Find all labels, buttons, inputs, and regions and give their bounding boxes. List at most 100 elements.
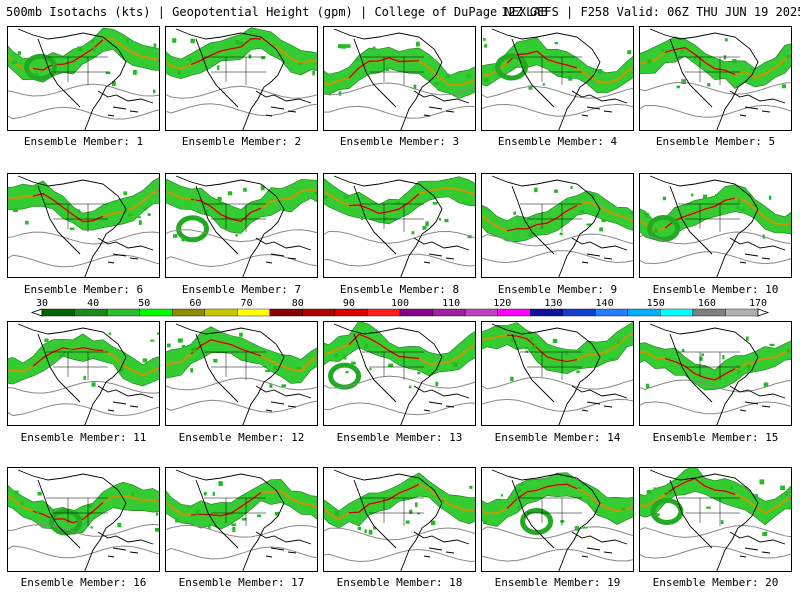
colorbar-segment [595, 308, 629, 317]
islands [739, 106, 771, 117]
height-contour [324, 230, 475, 244]
jet-max [348, 333, 420, 360]
isotach-colorbar: 30 40 50 60 70 80 90 100 110 120 130 140 150 160 170 [30, 298, 770, 317]
map-svg [324, 175, 475, 277]
islands [423, 106, 455, 117]
islands [581, 253, 613, 264]
map-svg [166, 175, 317, 277]
coastline [649, 469, 786, 571]
height-contour [482, 548, 633, 562]
jet-stream-band [324, 322, 475, 377]
ensemble-member-label: Ensemble Member: 6 [23, 283, 144, 296]
height-contour [8, 254, 159, 268]
ensemble-map-panel [639, 26, 792, 131]
colorbar-segment [562, 308, 596, 317]
ensemble-map-panel [7, 467, 160, 572]
political-borders [362, 56, 424, 85]
height-contour [640, 545, 791, 559]
map-svg [324, 28, 475, 130]
colorbar-segment [139, 308, 173, 317]
islands [107, 253, 139, 264]
colorbar-segment [497, 308, 531, 317]
coastline [175, 323, 312, 425]
map-svg [640, 468, 791, 571]
colorbar-segment [106, 308, 140, 317]
colorbar-segment [725, 308, 759, 317]
ensemble-member-label: Ensemble Member: 7 [181, 283, 302, 296]
height-contour [640, 525, 791, 538]
coastline [175, 469, 312, 571]
political-borders [678, 497, 740, 526]
height-contour [324, 105, 475, 119]
colorbar-segment [237, 308, 271, 317]
height-contour [8, 545, 159, 559]
map-svg [324, 469, 475, 571]
ensemble-member-label: Ensemble Member: 9 [497, 283, 618, 296]
islands [265, 401, 297, 412]
height-contour [482, 233, 633, 247]
height-contour [166, 524, 317, 538]
coastline [175, 28, 312, 130]
coastline [649, 323, 786, 425]
height-contour [8, 403, 159, 417]
political-borders [204, 203, 266, 232]
colorbar-segment [432, 308, 466, 317]
map-svg [482, 28, 633, 130]
height-contour [482, 85, 633, 99]
jet-max [32, 347, 104, 367]
colorbar-tick-label: 90 [343, 298, 355, 309]
coastline [491, 175, 628, 277]
jet-stream-band [324, 472, 475, 529]
ensemble-member-label: Ensemble Member: 13 [336, 431, 463, 444]
islands [739, 401, 771, 412]
jet-stream-band [640, 340, 791, 391]
coastline [17, 175, 154, 277]
colorbar-segment [41, 308, 75, 317]
colorbar-segment [627, 308, 661, 317]
ensemble-member-label: Ensemble Member: 20 [652, 576, 779, 589]
height-contour [482, 376, 633, 390]
ensemble-map-panel [481, 467, 634, 572]
ensemble-map-panel [165, 173, 318, 278]
height-contour [324, 375, 475, 389]
ensemble-member-label: Ensemble Member: 11 [20, 431, 147, 444]
coastline [17, 323, 154, 425]
ensemble-map-panel [165, 467, 318, 572]
colorbar-tick-label: 30 [36, 298, 48, 309]
colorbar-tick-label: 100 [391, 298, 409, 309]
political-borders [362, 497, 424, 526]
islands [581, 106, 613, 117]
ensemble-map-panel [481, 173, 634, 278]
height-contour [8, 106, 159, 120]
height-contour [166, 254, 317, 268]
ensemble-map-panel [323, 173, 476, 278]
coastline [491, 323, 628, 425]
jet-stream-band [8, 481, 159, 535]
jet-stream-band [166, 479, 317, 530]
ensemble-member-label: Ensemble Member: 3 [339, 135, 460, 148]
colorbar-segment [660, 308, 694, 317]
height-contour [8, 83, 159, 97]
coastline [491, 469, 628, 571]
ensemble-member-label: Ensemble Member: 19 [494, 576, 621, 589]
colorbar-tick-label: 50 [138, 298, 150, 309]
ensemble-map-panel [639, 321, 792, 426]
ensemble-member-label: Ensemble Member: 12 [178, 431, 305, 444]
political-borders [46, 351, 108, 380]
map-svg [166, 323, 317, 425]
islands [107, 547, 139, 558]
ensemble-member-label: Ensemble Member: 15 [652, 431, 779, 444]
colorbar-segment [171, 308, 205, 317]
height-contour [640, 379, 791, 393]
colorbar-tick-label: 60 [189, 298, 201, 309]
height-contour [166, 103, 317, 117]
islands [107, 106, 139, 117]
colorbar-segment [464, 308, 498, 317]
closed-low-ring [328, 362, 362, 390]
ensemble-map-panel [323, 321, 476, 426]
political-borders [204, 351, 266, 380]
jet-stream-band [8, 177, 159, 231]
ensemble-member-label: Ensemble Member: 5 [655, 135, 776, 148]
map-svg [8, 469, 159, 571]
islands [581, 401, 613, 412]
